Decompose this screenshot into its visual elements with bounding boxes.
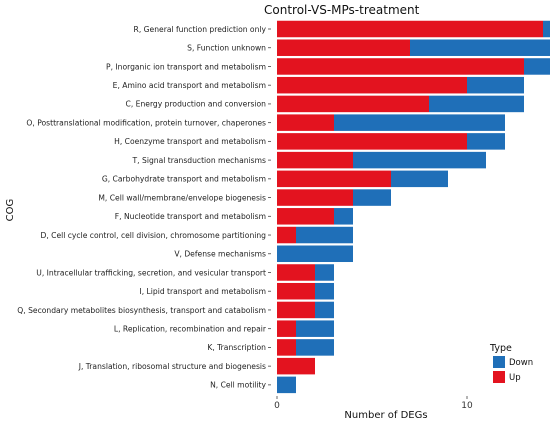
category-label: H, Coenzyme transport and metabolism <box>114 137 266 146</box>
category-label: M, Cell wall/membrane/envelope biogenesi… <box>98 193 266 202</box>
category-label: O, Posttranslational modification, prote… <box>26 118 266 127</box>
category-label: P, Inorganic ion transport and metabolis… <box>106 62 266 71</box>
bar-up <box>277 320 296 337</box>
category-label: J, Translation, ribosomal structure and … <box>78 362 266 371</box>
category-label: D, Cell cycle control, cell division, ch… <box>40 231 266 240</box>
category-label: U, Intracellular trafficking, secretion,… <box>36 268 266 277</box>
bar-down <box>410 39 550 56</box>
bar-down <box>524 58 550 75</box>
bars-layer <box>277 20 550 394</box>
bar-down <box>315 264 334 281</box>
bar-up <box>277 133 467 150</box>
bar-down <box>353 151 486 169</box>
category-label: G, Carbohydrate transport and metabolism <box>102 175 266 184</box>
legend-swatch-up <box>493 371 505 383</box>
bar-down <box>296 320 334 337</box>
bar-down <box>277 245 353 263</box>
bar-down <box>296 339 334 356</box>
bar-up <box>277 226 296 244</box>
bar-down <box>296 226 353 244</box>
bar-up <box>277 20 543 38</box>
category-label: E, Amino acid transport and metabolism <box>113 81 266 90</box>
bar-down <box>467 76 524 94</box>
category-label: R, General function prediction only <box>134 25 267 34</box>
bar-down <box>277 376 296 394</box>
legend-title: Type <box>489 343 512 354</box>
bar-down <box>391 170 448 188</box>
bar-down <box>334 208 353 225</box>
bar-up <box>277 58 524 75</box>
bar-down <box>429 95 524 113</box>
category-label: S, Function unknown <box>187 44 266 53</box>
bar-down <box>353 189 391 206</box>
bar-up <box>277 170 391 188</box>
legend-swatch-down <box>493 356 505 368</box>
category-label: C, Energy production and conversion <box>126 100 267 109</box>
bar-up <box>277 264 315 281</box>
legend-label-up: Up <box>509 373 521 383</box>
category-label: T, Signal transduction mechanisms <box>132 156 266 165</box>
bar-down <box>543 20 550 38</box>
category-label: F, Nucleotide transport and metabolism <box>115 212 266 221</box>
bar-up <box>277 282 315 300</box>
bar-up <box>277 208 334 225</box>
category-label: V, Defense mechanisms <box>174 250 266 259</box>
x-tick-label: 10 <box>461 401 473 411</box>
legend: Type Down Up <box>489 343 533 383</box>
category-label: K, Transcription <box>207 343 266 352</box>
bar-down <box>315 301 334 319</box>
bar-up <box>277 151 353 169</box>
bar-up <box>277 114 334 131</box>
bar-up <box>277 357 315 375</box>
bar-up <box>277 339 296 356</box>
bar-up <box>277 301 315 319</box>
category-labels: R, General function prediction only S, Fu… <box>17 25 271 390</box>
bar-up <box>277 76 467 94</box>
category-label: I, Lipid transport and metabolism <box>139 287 266 296</box>
x-axis-ticks: 01020 <box>274 396 473 411</box>
bar-down <box>467 133 505 150</box>
bar-up <box>277 39 410 56</box>
legend-label-down: Down <box>509 358 533 368</box>
y-axis-title: COG <box>5 199 16 222</box>
x-axis-title: Number of DEGs <box>344 410 427 421</box>
chart-title: Control-VS-MPs-treatment <box>264 3 420 17</box>
bar-down <box>334 114 505 131</box>
category-label: Q, Secondary metabolites biosynthesis, t… <box>17 306 266 315</box>
category-label: N, Cell motility <box>210 381 266 390</box>
category-label: L, Replication, recombination and repair <box>114 324 267 333</box>
bar-up <box>277 189 353 206</box>
bar-down <box>315 282 334 300</box>
x-tick-label: 0 <box>274 401 280 411</box>
bar-up <box>277 95 429 113</box>
